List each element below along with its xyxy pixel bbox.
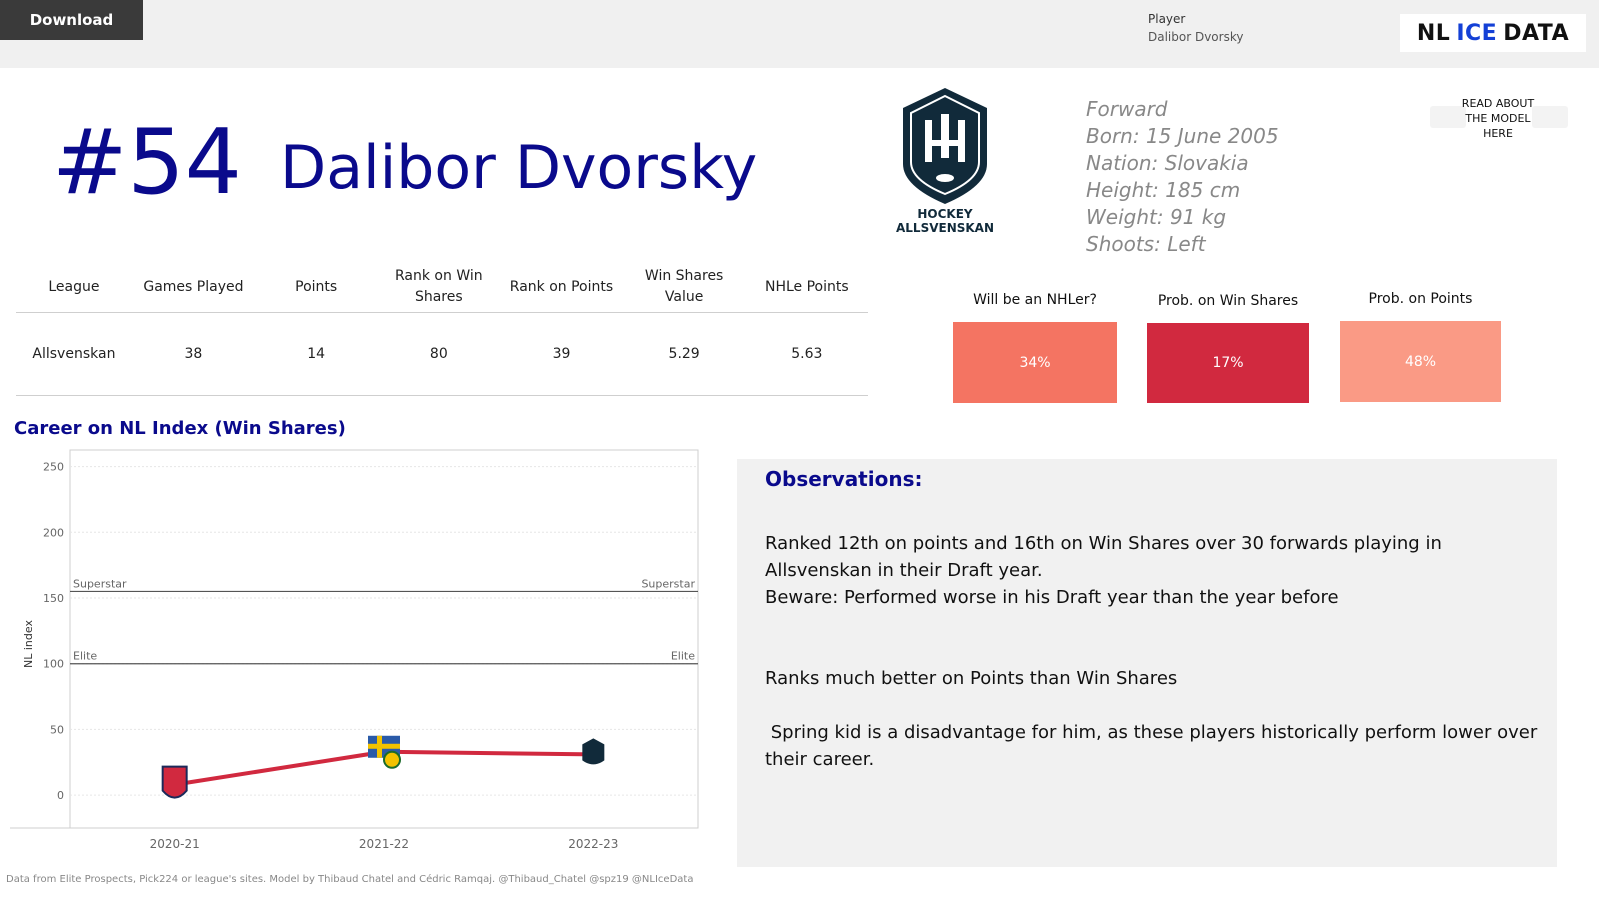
league-logo: HOCKEY ALLSVENSKAN xyxy=(895,86,995,236)
prob-nhler: Will be an NHLer? 34% xyxy=(953,292,1117,403)
sweden-league-badge-icon xyxy=(383,750,401,769)
player-filter-label: Player xyxy=(1148,12,1186,26)
jersey-number: #54 xyxy=(52,110,242,215)
prob-win-shares-value: 17% xyxy=(1212,355,1244,371)
read-model-line3: HERE xyxy=(1483,127,1513,140)
allsvenskan-mini-icon xyxy=(582,738,605,765)
plot-area xyxy=(69,449,699,829)
col-header-win-shares-value: Win Shares Value xyxy=(622,262,746,313)
y-tick-label: 100 xyxy=(43,658,64,671)
footer-credits: Data from Elite Prospects, Pick224 or le… xyxy=(6,874,694,885)
stats-header-row: League Games Played Points Rank on Win S… xyxy=(16,262,868,313)
observation-3-line1: Spring kid is a disadvantage for him, as… xyxy=(765,722,1538,743)
prob-points-value: 48% xyxy=(1404,353,1437,370)
stats-table: League Games Played Points Rank on Win S… xyxy=(16,262,868,396)
player-filter-value[interactable]: Dalibor Dvorsky xyxy=(1148,30,1244,44)
observation-3-line2: their career. xyxy=(765,749,875,770)
y-tick-label: 150 xyxy=(43,592,64,605)
cell-league: Allsvenskan xyxy=(16,312,132,396)
col-header-rank-win-shares: Rank on Win Shares xyxy=(377,262,501,313)
observations-title: Observations: xyxy=(765,467,923,491)
y-tick-label: 50 xyxy=(50,723,64,736)
bio-weight: Weight: 91 kg xyxy=(1086,205,1227,229)
bio-born: Born: 15 June 2005 xyxy=(1086,124,1279,148)
prob-win-shares-label: Prob. on Win Shares xyxy=(1157,293,1299,309)
cell-win-shares-value: 5.29 xyxy=(622,312,746,396)
col-header-nhle-points: NHLe Points xyxy=(745,262,868,313)
x-tick-label: 2020-21 xyxy=(150,837,200,851)
logo-text-line2: ALLSVENSKAN xyxy=(896,221,994,235)
download-button[interactable]: Download xyxy=(0,0,143,40)
cell-rank-points: 39 xyxy=(500,312,623,396)
reference-label-left: Elite xyxy=(73,650,97,663)
read-model-line1: READ ABOUT xyxy=(1461,97,1535,110)
observation-1-line2: Allsvenskan in their Draft year. xyxy=(765,560,1043,581)
bio-height: Height: 185 cm xyxy=(1086,178,1241,202)
y-tick-label: 0 xyxy=(57,789,64,802)
prob-nhler-box: 34% xyxy=(953,322,1117,403)
reference-label-right: Superstar xyxy=(641,577,695,590)
y-axis-label: NL index xyxy=(22,620,35,668)
prob-nhler-label: Will be an NHLer? xyxy=(973,292,1097,308)
brand-nl: NL xyxy=(1416,20,1451,46)
x-tick-label: 2022-23 xyxy=(568,837,618,851)
reference-label-right: Elite xyxy=(671,650,695,663)
prob-points-box: 48% xyxy=(1340,321,1501,402)
brand-data: DATA xyxy=(1503,20,1570,46)
y-tick-label: 200 xyxy=(43,526,64,539)
player-bio: Forward Born: 15 June 2005 Nation: Slova… xyxy=(1086,96,1279,258)
observation-1: Ranked 12th on points and 16th on Win Sh… xyxy=(765,530,1545,611)
y-tick-label: 250 xyxy=(43,461,64,474)
player-name: Dalibor Dvorsky xyxy=(280,133,758,203)
col-header-rank-points: Rank on Points xyxy=(500,262,623,313)
cell-points: 14 xyxy=(255,312,378,396)
brand-logo: NL ICE DATA xyxy=(1400,14,1586,52)
brand-ice: ICE xyxy=(1456,20,1498,46)
table-row: Allsvenskan 38 14 80 39 5.29 5.63 xyxy=(16,312,868,396)
chart-title: Career on NL Index (Win Shares) xyxy=(14,418,346,439)
observation-2: Ranks much better on Points than Win Sha… xyxy=(765,668,1178,689)
read-model-text[interactable]: READ ABOUT THE MODEL HERE xyxy=(1448,96,1548,141)
prob-win-shares: Prob. on Win Shares 17% xyxy=(1147,293,1309,403)
sweden-flag-stripe-v xyxy=(377,735,382,758)
read-model-link[interactable]: READ ABOUT THE MODEL HERE xyxy=(1420,74,1580,160)
observation-1-line1: Ranked 12th on points and 16th on Win Sh… xyxy=(765,533,1442,554)
cell-rank-win-shares: 80 xyxy=(377,312,501,396)
nl-index-chart: 0 50 100 150 200 250 Superstar Superstar Elite El… xyxy=(0,448,700,868)
observation-1-line3: Beware: Performed worse in his Draft yea… xyxy=(765,587,1339,608)
col-header-points: Points xyxy=(255,262,378,313)
nav-ghost-left xyxy=(1430,106,1466,128)
prob-nhler-value: 34% xyxy=(1019,354,1051,371)
prob-points-label: Prob. on Points xyxy=(1368,291,1473,307)
bio-shoots: Shoots: Left xyxy=(1086,232,1206,256)
prob-points: Prob. on Points 48% xyxy=(1340,291,1501,402)
line-chart: 0 50 100 150 200 250 Superstar Superstar Elite El… xyxy=(10,449,699,851)
bio-position: Forward xyxy=(1086,97,1168,121)
logo-text-line1: HOCKEY xyxy=(917,207,973,221)
allsvenskan-shield-icon: HOCKEY ALLSVENSKAN xyxy=(896,88,994,235)
cell-nhle-points: 5.63 xyxy=(745,312,868,396)
observation-3: Spring kid is a disadvantage for him, as… xyxy=(765,719,1545,773)
reference-label-left: Superstar xyxy=(73,577,127,590)
x-tick-label: 2021-22 xyxy=(359,837,409,851)
read-model-line2: THE MODEL xyxy=(1465,112,1531,125)
tipos-league-icon xyxy=(161,765,188,799)
observations-panel: Observations: Ranked 12th on points and … xyxy=(737,459,1557,867)
col-header-games-played: Games Played xyxy=(131,262,255,313)
col-header-league: League xyxy=(16,262,132,313)
cell-games-played: 38 xyxy=(131,312,255,396)
nav-ghost-right xyxy=(1532,106,1568,128)
player-filter[interactable]: Player Dalibor Dvorsky xyxy=(1148,12,1243,44)
prob-win-shares-box: 17% xyxy=(1147,323,1309,403)
sweden-flag-stripe-h xyxy=(368,743,400,749)
bio-nation: Nation: Slovakia xyxy=(1086,151,1249,175)
top-toolbar: Download Player Dalibor Dvorsky NL ICE D… xyxy=(0,0,1599,68)
